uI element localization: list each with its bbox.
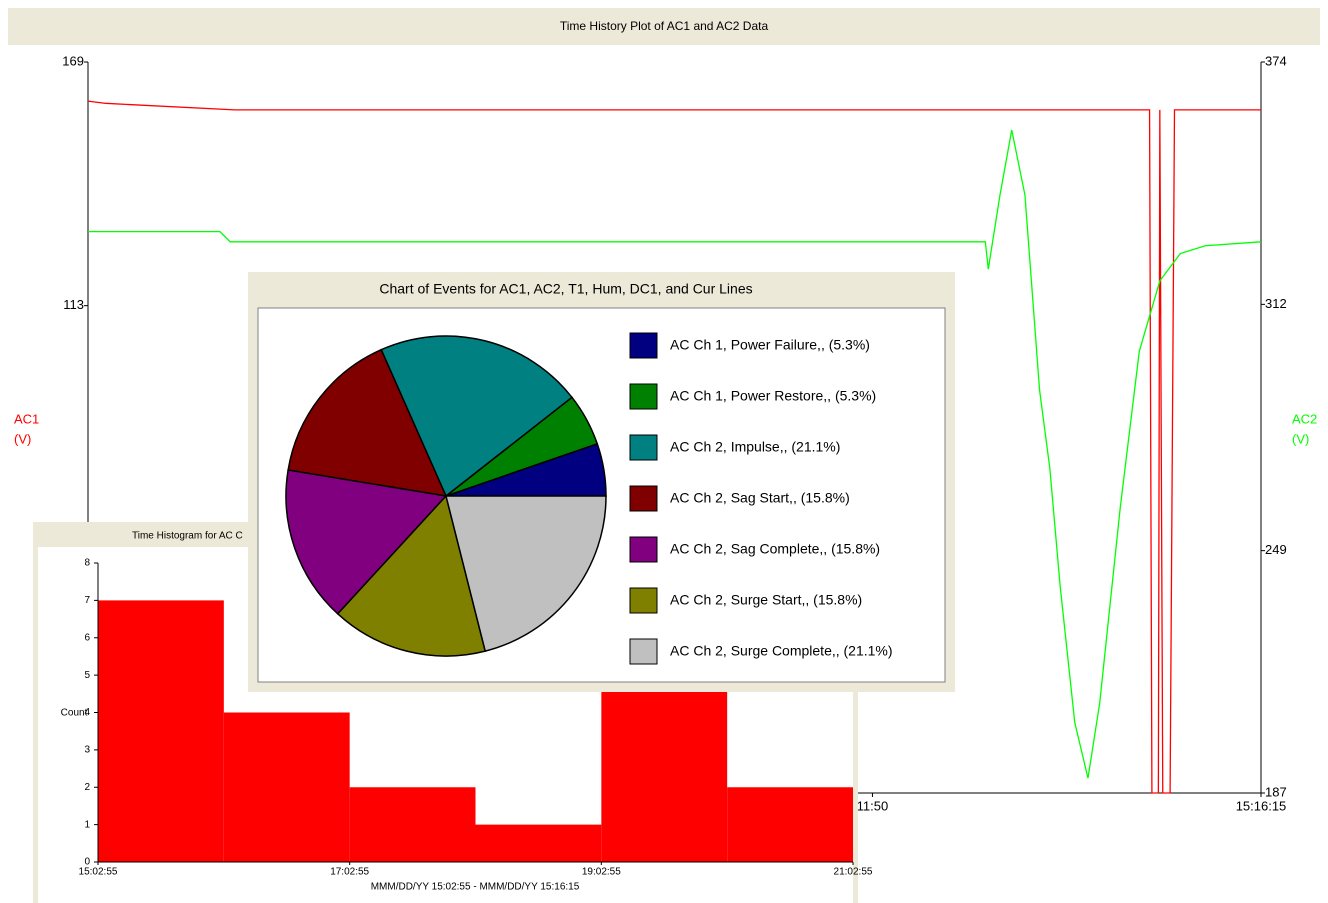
pie-title: Chart of Events for AC1, AC2, T1, Hum, D… <box>379 281 752 297</box>
y2-tick-label: 249 <box>1265 542 1287 557</box>
legend-label: AC Ch 2, Surge Complete,, (21.1%) <box>670 643 893 659</box>
bar <box>727 787 853 862</box>
y-axis-label: Count <box>61 708 88 719</box>
pie-slice <box>287 348 448 497</box>
bar <box>98 600 224 862</box>
bar <box>349 787 476 862</box>
legend-swatch <box>629 587 658 614</box>
series-line <box>87 100 1261 794</box>
legend-label: AC Ch 2, Sag Complete,, (15.8%) <box>670 541 880 557</box>
legend-label: AC Ch 1, Power Failure,, (5.3%) <box>670 337 870 353</box>
time-history-window: Time History Plot of AC1 and AC2 Data AC… <box>8 8 1320 813</box>
chart-title: Time History Plot of AC1 and AC2 Data <box>560 19 769 33</box>
series-line <box>88 129 1262 779</box>
x-tick-label: 11:50 <box>857 798 889 813</box>
legend-swatch <box>629 434 658 461</box>
y-tick-label: 8 <box>84 558 90 569</box>
x-tick-label: 15:02:55 <box>79 867 118 878</box>
pie-slice <box>336 494 487 657</box>
legend-label: AC Ch 2, Sag Start,, (15.8%) <box>670 490 850 506</box>
histogram-title: Time Histogram for AC C <box>132 531 243 542</box>
pie-window: Chart of Events for AC1, AC2, T1, Hum, D… <box>248 272 955 692</box>
x-axis-label: MMM/DD/YY 15:02:55 - MMM/DD/YY 15:16:15 <box>371 882 580 893</box>
x-tick-label: 19:02:55 <box>582 867 621 878</box>
x-tick-label: 17:02:55 <box>330 867 369 878</box>
y2-tick-label: 374 <box>1265 53 1287 68</box>
title-bar <box>8 8 1320 45</box>
y-tick-label: 1 <box>84 819 90 830</box>
y-tick-label: 4 <box>84 707 90 718</box>
legend-swatch <box>629 485 658 512</box>
x-tick-label: 15:16:15 <box>1236 798 1287 813</box>
x-tick-label: 21:02:55 <box>834 867 873 878</box>
y-tick-label: 169 <box>62 53 84 68</box>
legend-swatch <box>629 536 658 563</box>
legend-label: AC Ch 1, Power Restore,, (5.3%) <box>670 388 876 404</box>
legend-swatch <box>629 383 658 410</box>
legend-label: AC Ch 2, Impulse,, (21.1%) <box>670 439 840 455</box>
y-axis-label: (V) <box>14 431 31 446</box>
y-tick-label: 5 <box>84 670 90 681</box>
legend-label: AC Ch 2, Surge Start,, (15.8%) <box>670 592 862 608</box>
y2-tick-label: 187 <box>1265 784 1287 799</box>
pie-slice <box>445 495 607 653</box>
y-axis-label: AC1 <box>14 411 39 426</box>
y-tick-label: 3 <box>84 745 90 756</box>
y-tick-label: 2 <box>84 782 90 793</box>
y-tick-label: 113 <box>63 297 84 312</box>
legend-swatch <box>629 638 658 665</box>
y2-axis-label: AC2 <box>1292 411 1317 426</box>
y-tick-label: 7 <box>84 595 90 606</box>
pie-slice <box>285 469 448 615</box>
y2-axis-label: (V) <box>1292 431 1309 446</box>
y-tick-label: 6 <box>84 632 90 643</box>
y2-tick-label: 312 <box>1265 296 1287 311</box>
bar <box>223 712 350 862</box>
bar <box>601 675 728 862</box>
legend-swatch <box>629 332 658 359</box>
y-tick-label: 0 <box>84 857 90 868</box>
bar <box>475 824 602 862</box>
